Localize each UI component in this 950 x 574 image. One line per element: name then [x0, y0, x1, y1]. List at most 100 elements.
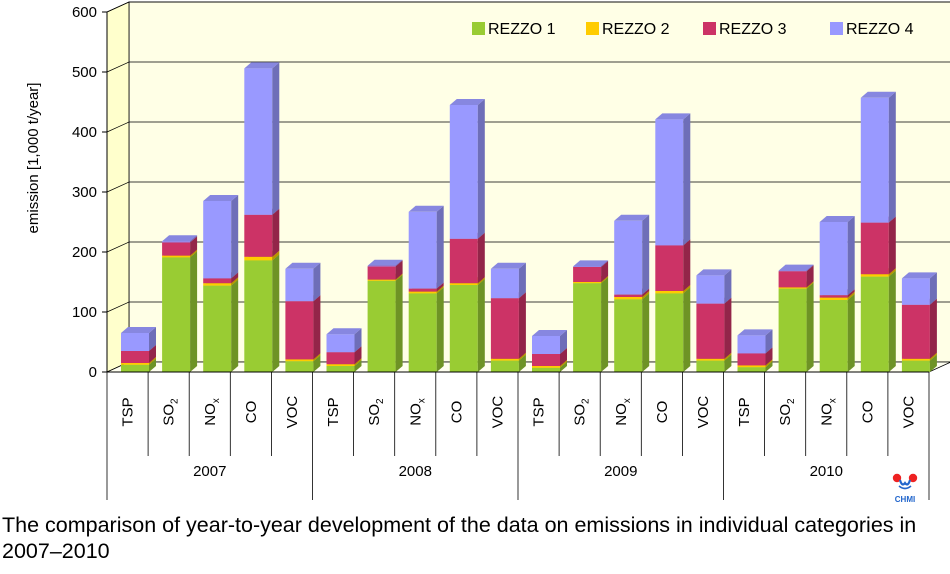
bar-side	[847, 216, 855, 296]
bar-side	[477, 277, 485, 285]
legend: REZZO 1 REZZO 2 REZZO 3 REZZO 4	[472, 21, 914, 38]
bar-segment	[614, 214, 650, 295]
bar-side	[888, 268, 896, 277]
y-tick-label: 200	[72, 244, 97, 261]
gridline	[106, 61, 950, 73]
bar-side	[231, 272, 239, 284]
bar-segment	[490, 262, 526, 299]
bar-side	[806, 281, 814, 289]
bar-side	[313, 353, 321, 362]
bar-face	[819, 222, 848, 296]
bar-side	[231, 195, 239, 279]
bar-side	[642, 288, 650, 297]
bar-face	[655, 119, 684, 246]
x-tick-label: SO2	[161, 398, 181, 426]
chmi-logo-text: CHMI	[895, 495, 915, 504]
x-tick-label: VOC	[900, 396, 917, 429]
bar-segment	[696, 269, 732, 304]
bar-side	[560, 330, 567, 354]
bar-face	[696, 358, 725, 361]
bar-face	[778, 287, 807, 289]
bar-segment	[203, 195, 239, 279]
bar-side	[313, 262, 321, 302]
bar-face	[860, 97, 889, 223]
bar-face	[490, 360, 519, 372]
bar-segment	[778, 264, 814, 272]
bar-face	[614, 220, 643, 295]
bar-segment	[490, 292, 526, 359]
bar-face	[860, 276, 889, 372]
bar-face	[449, 283, 478, 285]
bar-segment	[573, 277, 609, 372]
x-tick-label: TSP	[325, 397, 342, 426]
x-tick-label: NOx	[407, 398, 427, 426]
bar-side	[354, 360, 362, 372]
bar-face	[203, 285, 232, 372]
bar-face	[367, 266, 396, 280]
year-label: 2008	[399, 463, 432, 480]
x-tick-label: NOx	[202, 398, 222, 426]
bar-side	[683, 239, 691, 291]
x-tick-label: NOx	[613, 398, 633, 426]
legend-label: REZZO 4	[846, 21, 914, 38]
chmi-logo: CHMI	[892, 473, 918, 504]
x-tick-label: SO2	[777, 398, 797, 426]
bar-segment	[408, 287, 444, 372]
bar-face	[449, 238, 478, 284]
bar-face	[162, 255, 191, 258]
bar-face	[285, 361, 314, 372]
bar-segment	[285, 262, 321, 302]
bar-segment	[532, 330, 567, 354]
x-tick-label: SO2	[572, 398, 592, 426]
bar-face	[532, 354, 560, 366]
bar-side	[847, 294, 855, 372]
bar-face	[285, 359, 314, 362]
bar-side	[929, 352, 937, 361]
bar-side	[272, 250, 280, 261]
bar-face	[367, 279, 396, 281]
year-label: 2007	[193, 463, 226, 480]
bar-side	[888, 91, 896, 223]
bar-face	[778, 271, 807, 288]
bar-face	[449, 105, 478, 239]
bar-face	[326, 334, 355, 353]
bar-segment	[244, 62, 280, 215]
legend-swatch	[472, 22, 485, 35]
bar-face	[408, 211, 437, 289]
x-tick-label: SO2	[366, 398, 386, 426]
x-tick-label: TSP	[736, 397, 753, 426]
x-tick-label: NOx	[818, 398, 838, 426]
bar-side	[395, 260, 403, 280]
bar-segment	[901, 272, 937, 305]
bar-side	[477, 279, 485, 372]
y-axis: emission [1,000 t/year] 0 100 200 300 400 500…	[25, 4, 108, 381]
bar-face	[655, 293, 684, 372]
bar-side	[560, 360, 567, 368]
bar-face	[573, 282, 602, 284]
bar-side	[601, 260, 609, 267]
bar-side	[354, 328, 362, 353]
chmi-logo-mark	[892, 473, 918, 490]
bar-side	[395, 274, 403, 372]
gridline	[106, 1, 950, 13]
bar-face	[860, 274, 889, 277]
bar-segment	[367, 274, 403, 372]
bar-face	[532, 336, 560, 354]
bar-top	[326, 328, 362, 335]
bar-face	[696, 303, 725, 359]
bar-side	[642, 291, 650, 300]
bar-segment	[285, 295, 321, 360]
bar-face	[614, 297, 643, 300]
bar-segment	[449, 99, 485, 239]
bar-top	[490, 262, 526, 269]
bar-side	[765, 329, 773, 354]
bar-face	[367, 280, 396, 372]
bar-top	[203, 195, 239, 201]
bar-face	[244, 256, 273, 261]
bar-face	[121, 351, 149, 363]
bar-side	[847, 291, 855, 300]
bar-side	[395, 273, 403, 281]
bar-top	[614, 214, 650, 221]
bar-face	[901, 358, 930, 361]
legend-swatch	[703, 22, 716, 35]
